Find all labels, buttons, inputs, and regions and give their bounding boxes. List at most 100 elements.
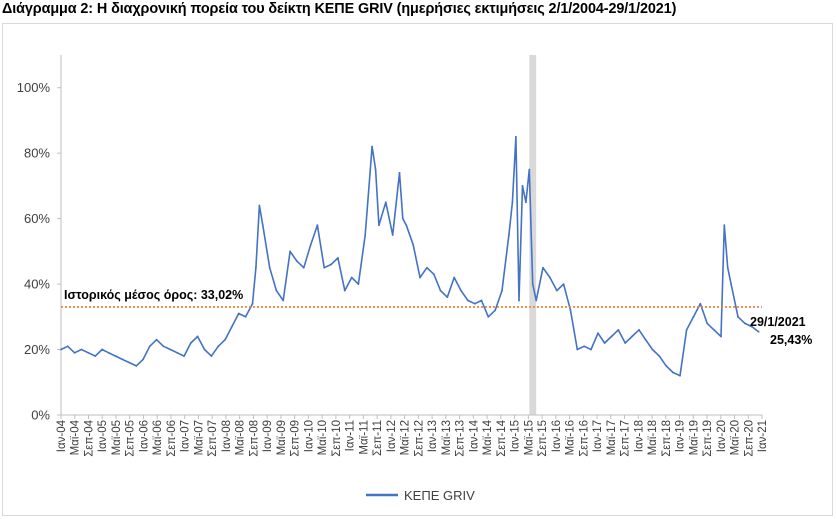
data-point <box>511 201 514 204</box>
data-point <box>644 338 647 341</box>
y-tick-label: 40% <box>24 277 50 292</box>
last-date-label: 29/1/2021 <box>750 315 806 329</box>
y-tick-label: 0% <box>31 408 50 423</box>
data-point <box>337 257 339 259</box>
x-tick-label: Μαϊ-17 <box>606 420 618 455</box>
legend: ΚΕΠΕ GRIV <box>366 488 475 503</box>
shaded-period-layer <box>529 55 537 415</box>
x-tick-label: Ιαν-11 <box>345 420 357 451</box>
x-tick-label: Ιαν-14 <box>468 419 480 452</box>
data-point <box>425 266 428 269</box>
x-tick-label: Ιαν-09 <box>262 420 274 452</box>
data-point <box>446 296 449 299</box>
data-point <box>631 335 633 338</box>
data-point <box>419 276 421 279</box>
x-tick-label: Σεπ-07 <box>207 420 219 457</box>
data-point <box>685 329 688 331</box>
data-point <box>330 263 332 266</box>
data-point <box>401 217 404 220</box>
data-point <box>528 168 531 171</box>
data-point <box>744 322 746 325</box>
data-point <box>480 299 483 302</box>
x-tick-label: Μαϊ-13 <box>441 420 453 455</box>
data-point <box>230 325 233 328</box>
data-point <box>289 250 291 253</box>
data-point <box>439 289 442 292</box>
data-point <box>162 345 165 348</box>
data-point <box>296 260 298 263</box>
data-point <box>518 299 520 302</box>
x-tick-label: Μαϊ-11 <box>358 420 370 455</box>
x-tick-label: Μαϊ-07 <box>193 420 205 455</box>
data-point <box>302 266 305 269</box>
data-point <box>535 299 538 302</box>
data-point <box>692 315 695 318</box>
data-point <box>514 135 517 138</box>
data-point <box>73 351 76 354</box>
x-tick-label: Σεπ-20 <box>743 420 755 457</box>
data-point <box>364 234 367 236</box>
data-point <box>94 355 97 357</box>
data-point <box>224 338 227 341</box>
y-tick-label: 100% <box>17 80 51 95</box>
data-point <box>453 276 456 279</box>
data-point <box>169 348 172 351</box>
historical-mean-label: Ιστορικός μέσος όρος: 33,02% <box>64 288 243 302</box>
x-tick-label: Σεπ-18 <box>661 420 673 457</box>
x-tick-label: Μαϊ-12 <box>400 420 412 455</box>
data-point <box>555 289 558 292</box>
data-point <box>217 345 220 348</box>
data-point <box>542 266 544 269</box>
data-point <box>135 365 138 367</box>
x-tick-label: Σεπ-13 <box>455 420 467 457</box>
data-point <box>343 289 346 292</box>
data-point <box>398 171 401 174</box>
data-point <box>210 355 213 357</box>
x-tick-label: Σεπ-17 <box>620 420 632 457</box>
x-tick-label: Ιαν-17 <box>592 420 604 452</box>
data-point <box>730 283 733 285</box>
data-point <box>378 224 380 227</box>
data-point <box>507 234 510 236</box>
data-point <box>87 351 90 354</box>
axes: 0%20%40%60%80%100%Ιαν-04 Μαϊ-04 Σεπ-04 Ιαν-… <box>17 55 769 457</box>
data-point <box>405 224 408 227</box>
data-point <box>323 266 326 269</box>
chart-frame <box>2 23 833 516</box>
data-point <box>624 342 627 344</box>
data-point <box>121 358 124 361</box>
data-point <box>357 283 360 285</box>
data-point <box>374 168 377 171</box>
data-point <box>80 348 83 351</box>
data-point <box>617 329 620 331</box>
data-point <box>699 302 702 305</box>
chart-title: Διάγραμμα 2: Η διαχρονική πορεία του δεί… <box>2 1 677 17</box>
x-tick-label: Ιαν-12 <box>386 420 398 452</box>
x-tick-label: Μαϊ-06 <box>152 420 164 455</box>
data-point <box>610 335 613 338</box>
x-tick-label: Ιαν-04 <box>56 419 68 452</box>
data-point <box>737 315 739 318</box>
x-tick-label: Μαϊ-08 <box>235 420 247 455</box>
x-tick-label: Ιαν-19 <box>675 420 687 452</box>
data-point <box>148 345 151 348</box>
data-point <box>183 355 186 357</box>
data-point <box>672 371 674 374</box>
x-tick-label: Σεπ-04 <box>83 419 95 456</box>
data-point <box>114 355 117 357</box>
x-tick-label: Ιαν-10 <box>303 420 315 452</box>
x-tick-label: Σεπ-09 <box>290 420 302 457</box>
y-tick-label: 20% <box>24 342 50 357</box>
data-point <box>176 351 179 354</box>
data-point <box>384 201 387 204</box>
x-tick-label: Μαϊ-16 <box>565 420 577 455</box>
data-point <box>66 345 69 348</box>
x-tick-label: Σεπ-19 <box>702 420 714 457</box>
x-tick-label: Σεπ-11 <box>372 420 384 456</box>
data-point <box>590 348 592 351</box>
data-point <box>576 348 579 351</box>
data-point <box>494 309 497 312</box>
series-line-keke-griv <box>60 136 760 377</box>
data-point <box>350 276 353 279</box>
data-point <box>371 145 373 148</box>
